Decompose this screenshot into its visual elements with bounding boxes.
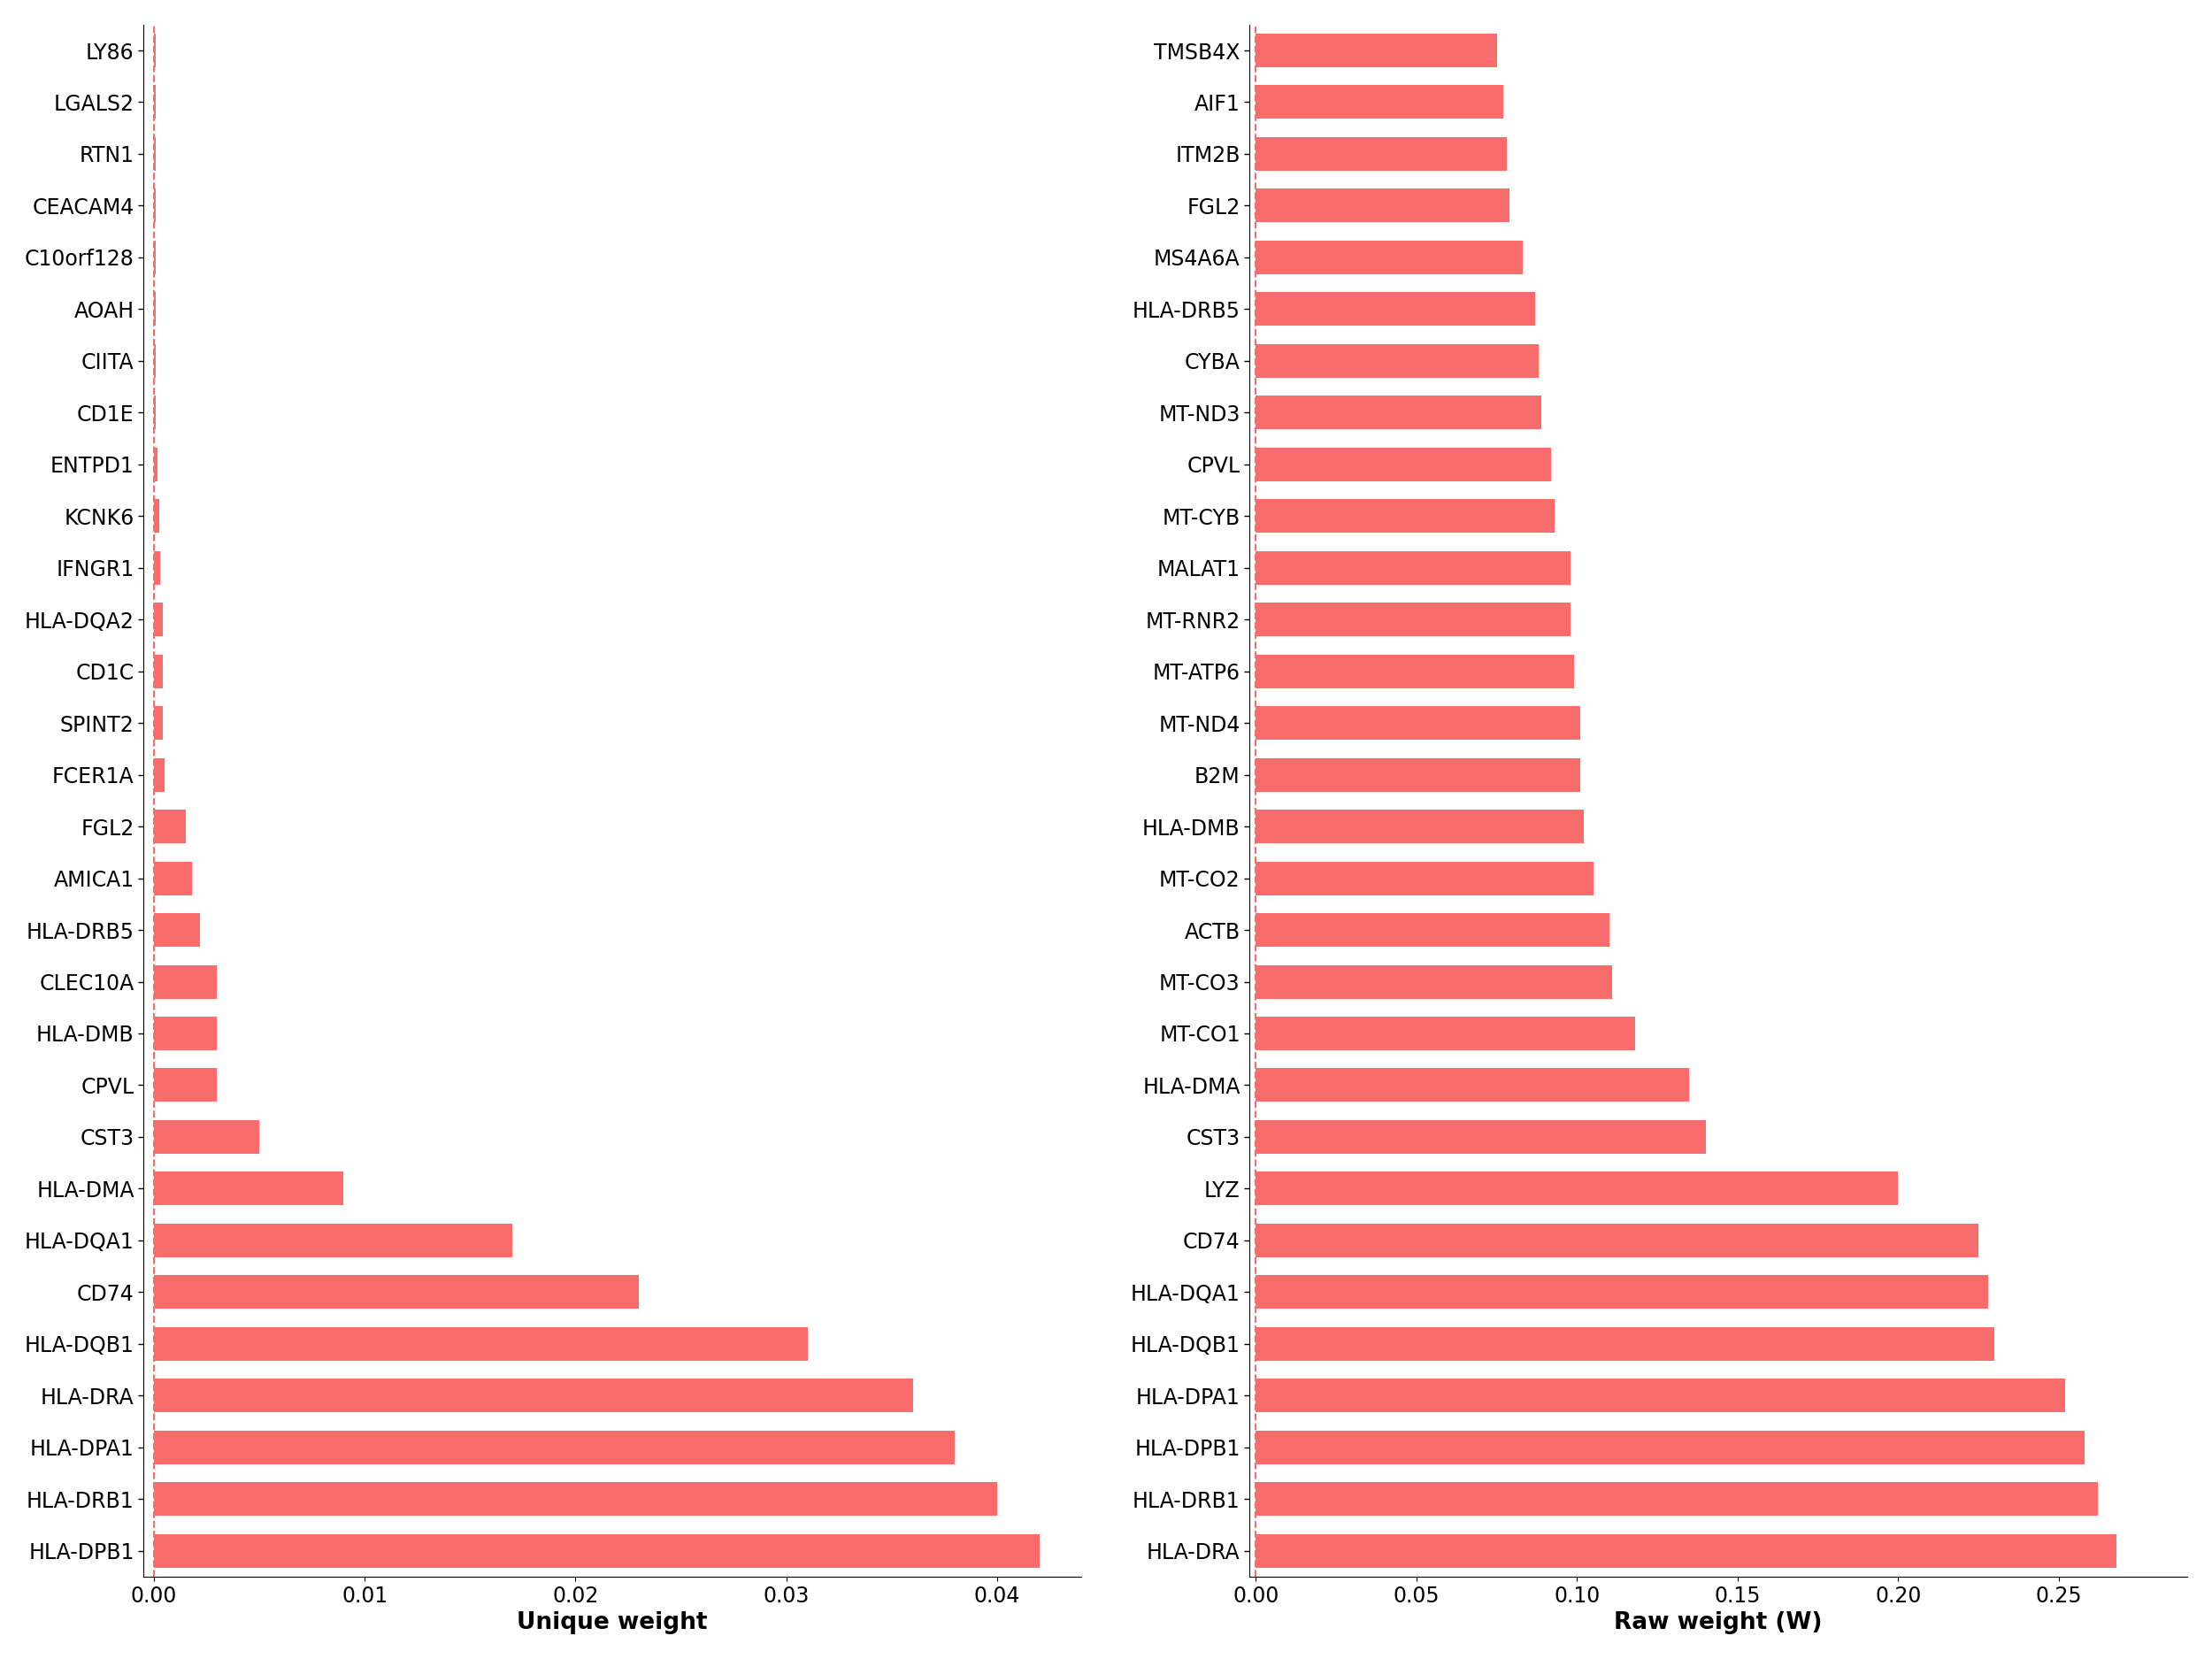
Bar [1256, 1171, 1898, 1206]
Bar [155, 654, 161, 688]
Bar [155, 1120, 259, 1153]
Bar [155, 810, 186, 843]
Bar [155, 602, 161, 637]
Bar [155, 1327, 807, 1360]
Bar [155, 1379, 914, 1412]
Bar [1256, 33, 1498, 68]
Bar [155, 758, 164, 791]
Bar [1256, 810, 1584, 843]
Bar [1256, 85, 1504, 119]
Bar [155, 707, 161, 740]
Bar [1256, 1068, 1690, 1102]
Bar [155, 448, 157, 481]
Bar [155, 1068, 217, 1102]
Bar [1256, 707, 1579, 740]
Bar [1256, 1224, 1978, 1258]
Bar [1256, 551, 1571, 584]
Bar [1256, 448, 1551, 481]
Bar [1256, 397, 1542, 430]
Bar [155, 551, 159, 584]
Bar [1256, 1481, 2097, 1516]
Bar [1256, 241, 1522, 274]
Bar [1256, 1379, 2066, 1412]
Bar [155, 966, 217, 999]
Bar [155, 499, 159, 533]
Bar [1256, 912, 1608, 947]
Bar [155, 861, 192, 896]
Bar [155, 1224, 513, 1258]
Bar [1256, 602, 1571, 637]
X-axis label: Unique weight: Unique weight [518, 1611, 708, 1634]
Bar [1256, 499, 1555, 533]
Bar [1256, 189, 1509, 222]
Bar [1256, 138, 1506, 171]
Bar [155, 1430, 956, 1465]
Bar [155, 1535, 1040, 1568]
Bar [1256, 654, 1575, 688]
Bar [1256, 343, 1540, 378]
Bar [155, 1481, 998, 1516]
Bar [1256, 1276, 1989, 1309]
Bar [1256, 861, 1593, 896]
Bar [1256, 1120, 1705, 1153]
Bar [1256, 1535, 2117, 1568]
X-axis label: Raw weight (W): Raw weight (W) [1615, 1611, 1823, 1634]
Bar [1256, 1017, 1635, 1050]
Bar [1256, 292, 1535, 325]
Bar [1256, 966, 1613, 999]
Bar [155, 1017, 217, 1050]
Bar [155, 1171, 343, 1206]
Bar [155, 1276, 639, 1309]
Bar [1256, 1327, 1995, 1360]
Bar [155, 912, 201, 947]
Bar [1256, 758, 1579, 791]
Bar [1256, 1430, 2084, 1465]
